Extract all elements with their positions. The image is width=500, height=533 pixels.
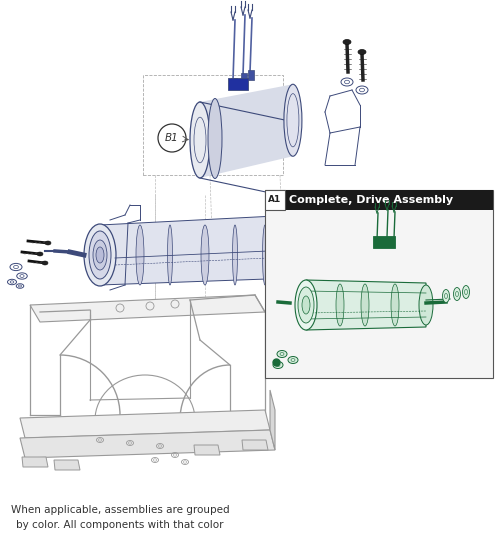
FancyBboxPatch shape (373, 236, 395, 248)
Polygon shape (22, 457, 48, 467)
Ellipse shape (232, 225, 237, 285)
Ellipse shape (37, 252, 43, 256)
Ellipse shape (42, 261, 48, 265)
Ellipse shape (89, 231, 111, 279)
Ellipse shape (284, 84, 302, 156)
Polygon shape (30, 295, 265, 322)
Ellipse shape (288, 357, 298, 364)
Ellipse shape (462, 286, 469, 298)
Polygon shape (270, 390, 275, 450)
Polygon shape (242, 440, 268, 450)
Text: A1: A1 (268, 196, 281, 205)
Ellipse shape (320, 231, 330, 245)
Circle shape (158, 124, 186, 152)
Ellipse shape (302, 296, 310, 314)
Ellipse shape (96, 247, 104, 263)
Ellipse shape (343, 39, 351, 44)
Ellipse shape (262, 225, 268, 285)
Ellipse shape (285, 227, 301, 269)
Ellipse shape (454, 287, 460, 301)
FancyBboxPatch shape (248, 70, 254, 80)
Polygon shape (200, 84, 293, 178)
Ellipse shape (168, 225, 172, 285)
Ellipse shape (201, 225, 209, 285)
Polygon shape (306, 280, 426, 330)
FancyBboxPatch shape (265, 190, 285, 210)
Polygon shape (194, 445, 220, 455)
Ellipse shape (84, 224, 116, 286)
Ellipse shape (273, 361, 283, 368)
Ellipse shape (93, 240, 107, 270)
Polygon shape (100, 215, 295, 285)
FancyBboxPatch shape (241, 73, 247, 83)
Ellipse shape (330, 229, 340, 243)
Ellipse shape (295, 280, 317, 330)
Polygon shape (20, 430, 275, 458)
Ellipse shape (361, 284, 369, 326)
Ellipse shape (45, 241, 51, 245)
FancyBboxPatch shape (231, 78, 237, 88)
Polygon shape (20, 410, 270, 438)
Ellipse shape (336, 284, 344, 326)
FancyBboxPatch shape (228, 78, 248, 90)
Ellipse shape (190, 102, 210, 178)
Ellipse shape (391, 284, 399, 326)
Text: Complete, Drive Assembly: Complete, Drive Assembly (289, 195, 453, 205)
Ellipse shape (136, 225, 144, 285)
Polygon shape (54, 460, 80, 470)
Ellipse shape (277, 351, 287, 358)
Ellipse shape (208, 99, 222, 179)
Ellipse shape (310, 233, 320, 247)
Ellipse shape (442, 289, 450, 303)
Text: B1: B1 (165, 133, 179, 143)
Ellipse shape (298, 287, 314, 323)
Text: When applicable, assemblies are grouped
by color. All components with that color: When applicable, assemblies are grouped … (10, 505, 230, 533)
FancyBboxPatch shape (265, 190, 493, 378)
FancyBboxPatch shape (285, 190, 493, 210)
Ellipse shape (419, 285, 433, 325)
Ellipse shape (358, 50, 366, 54)
